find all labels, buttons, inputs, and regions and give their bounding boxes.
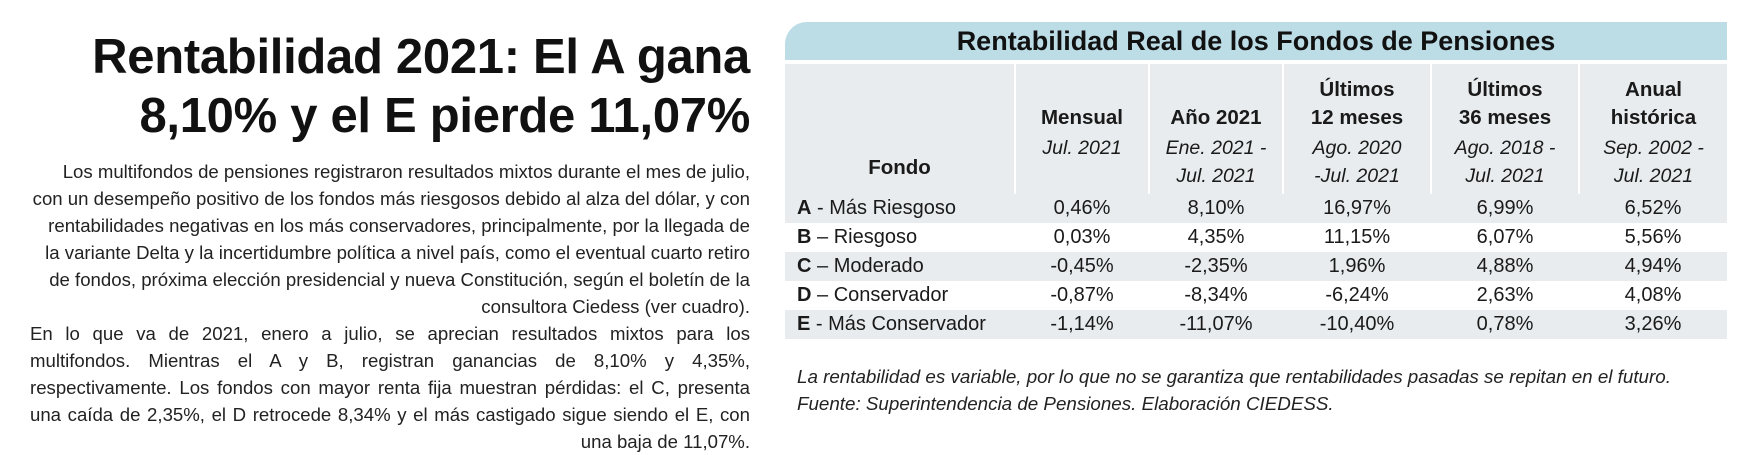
column-header-fondo: Fondo: [785, 64, 1016, 194]
table-title: Rentabilidad Real de los Fondos de Pensi…: [785, 22, 1727, 60]
value-cell: -11,07%: [1149, 310, 1283, 339]
article-paragraph-2: En lo que va de 2021, enero a julio, se …: [30, 323, 750, 452]
returns-table: Fondo Mensual Jul. 2021 Año 2021 Ene. 20…: [785, 64, 1728, 339]
value-cell: -0,45%: [1015, 252, 1149, 281]
value-cell: 0,03%: [1053, 226, 1111, 248]
column-period-1: Sep. 2002 -: [1603, 137, 1704, 159]
value-cell: -8,34%: [1184, 284, 1248, 306]
fund-name: - Más Conservador: [810, 313, 986, 335]
value-cell: 3,26%: [1579, 310, 1727, 339]
column-header-mensual: Mensual Jul. 2021: [1015, 64, 1150, 194]
value-cell: 4,94%: [1579, 252, 1727, 281]
fund-letter: E: [797, 313, 811, 335]
disclaimer-note: La rentabilidad es variable, por lo que …: [797, 366, 1671, 387]
value-cell: -1,14%: [1015, 310, 1149, 339]
value-cell: 11,15%: [1323, 226, 1391, 248]
column-title-2: histórica: [1610, 106, 1697, 129]
column-header-ano-2021: Año 2021 Ene. 2021 - Jul. 2021: [1149, 64, 1284, 194]
table-row-fondo-a: A - Más Riesgoso 0,46% 8,10% 16,97% 6,99…: [785, 194, 1727, 223]
column-title-2: Mensual: [1040, 106, 1124, 129]
headline: Rentabilidad 2021: El A gana 8,10% y el …: [30, 28, 750, 146]
source-note: Fuente: Superintendencia de Pensiones. E…: [797, 393, 1334, 414]
column-title-1: Anual: [1625, 78, 1682, 101]
fund-name-cell: B – Riesgoso: [785, 223, 1015, 252]
fund-name: - Más Riesgoso: [811, 197, 956, 219]
value-cell: 0,78%: [1431, 310, 1579, 339]
article-paragraph-1: Los multifondos de pensiones registraron…: [32, 161, 750, 317]
column-period-2: Jul. 2021: [1465, 165, 1545, 187]
value-cell: -2,35%: [1149, 252, 1283, 281]
fund-name: – Moderado: [811, 255, 924, 277]
column-period-1: Ago. 2018 -: [1454, 137, 1556, 159]
column-title-2: Año 2021: [1170, 106, 1262, 129]
fund-name: – Conservador: [811, 284, 949, 306]
headline-line-1: Rentabilidad 2021: El A gana: [92, 30, 750, 84]
value-cell: 6,07%: [1476, 226, 1534, 248]
fund-letter: A: [797, 197, 812, 219]
column-title-1: Últimos: [1319, 78, 1395, 101]
value-cell: -0,87%: [1050, 284, 1114, 306]
value-cell: -10,40%: [1283, 310, 1431, 339]
column-period-1: Ene. 2021 -: [1165, 137, 1267, 159]
column-period-2: -Jul. 2021: [1314, 165, 1400, 187]
table-row-fondo-b: B – Riesgoso 0,03% 4,35% 11,15% 6,07% 5,…: [785, 223, 1727, 252]
fund-name-cell: D – Conservador: [785, 281, 1015, 310]
column-header-anual-historica: Anual histórica Sep. 2002 - Jul. 2021: [1579, 64, 1727, 194]
headline-line-2: 8,10% y el E pierde 11,07%: [139, 89, 750, 143]
table-row-fondo-e: E - Más Conservador -1,14% -11,07% -10,4…: [785, 310, 1727, 339]
value-cell: 4,08%: [1624, 284, 1682, 306]
value-cell: 6,99%: [1431, 194, 1579, 223]
column-period-2: Jul. 2021: [1613, 165, 1694, 187]
table-row-fondo-d: D – Conservador -0,87% -8,34% -6,24% 2,6…: [785, 281, 1727, 310]
returns-table-box: Rentabilidad Real de los Fondos de Pensi…: [785, 22, 1727, 417]
table-row-fondo-c: C – Moderado -0,45% -2,35% 1,96% 4,88% 4…: [785, 252, 1727, 281]
column-title-2: 12 meses: [1310, 106, 1404, 129]
value-cell: 0,46%: [1015, 194, 1149, 223]
column-header-36-meses: Últimos 36 meses Ago. 2018 - Jul. 2021: [1431, 64, 1580, 194]
fund-name-cell: C – Moderado: [785, 252, 1015, 281]
column-header-12-meses: Últimos 12 meses Ago. 2020 -Jul. 2021: [1283, 64, 1432, 194]
value-cell: 1,96%: [1283, 252, 1431, 281]
value-cell: 4,35%: [1187, 226, 1245, 248]
fund-letter: C: [797, 255, 812, 277]
value-cell: 4,88%: [1431, 252, 1579, 281]
column-title-2: 36 meses: [1458, 106, 1552, 129]
value-cell: 8,10%: [1149, 194, 1283, 223]
column-period-1: Jul. 2021: [1042, 137, 1122, 159]
value-cell: 2,63%: [1476, 284, 1534, 306]
table-header-row: Fondo Mensual Jul. 2021 Año 2021 Ene. 20…: [785, 64, 1727, 194]
fund-name-cell: A - Más Riesgoso: [785, 194, 1015, 223]
column-period-1: Ago. 2020: [1312, 137, 1402, 159]
value-cell: 6,52%: [1579, 194, 1727, 223]
column-period-2: Jul. 2021: [1176, 165, 1256, 187]
value-cell: -6,24%: [1325, 284, 1389, 306]
fund-letter: D: [797, 284, 812, 306]
fondo-header-label: Fondo: [868, 156, 931, 179]
fund-letter: B: [797, 226, 812, 248]
fund-name: – Riesgoso: [811, 226, 918, 248]
value-cell: 16,97%: [1283, 194, 1431, 223]
article: Rentabilidad 2021: El A gana 8,10% y el …: [30, 28, 750, 455]
table-footnote: La rentabilidad es variable, por lo que …: [785, 363, 1727, 417]
column-title-1: Últimos: [1467, 78, 1543, 101]
article-body: Los multifondos de pensiones registraron…: [30, 158, 750, 455]
value-cell: 5,56%: [1624, 226, 1682, 248]
fund-name-cell: E - Más Conservador: [785, 310, 1015, 339]
